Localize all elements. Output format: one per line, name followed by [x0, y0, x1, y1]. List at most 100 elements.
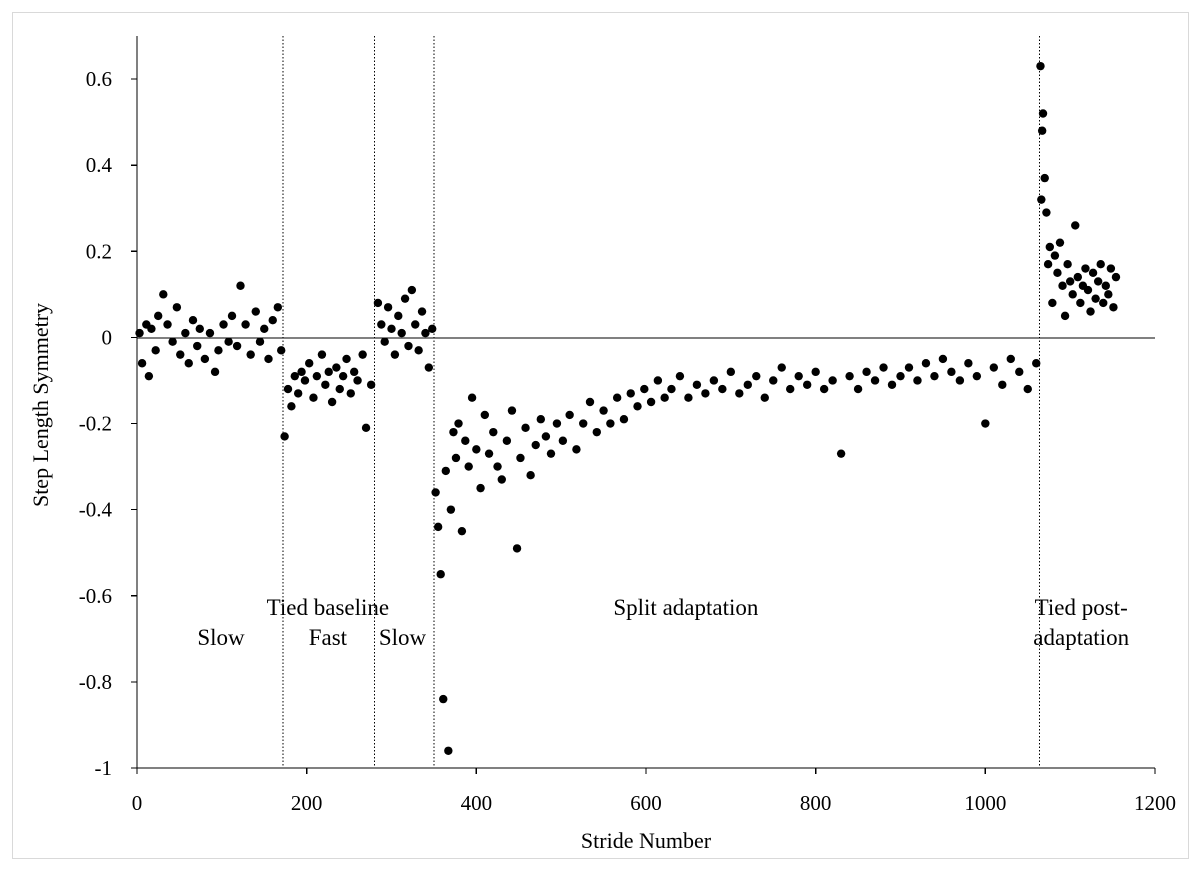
- data-point: [309, 393, 318, 402]
- data-point: [1040, 173, 1049, 183]
- data-point: [484, 449, 494, 458]
- data-point: [1053, 268, 1062, 278]
- data-point: [541, 432, 551, 441]
- data-point: [760, 393, 769, 402]
- data-point: [214, 346, 223, 355]
- data-point: [1111, 272, 1121, 282]
- data-point: [361, 423, 371, 433]
- data-point: [383, 303, 393, 312]
- data-point: [446, 505, 456, 514]
- phase-boundaries: [282, 36, 1041, 768]
- data-point: [176, 350, 185, 359]
- data-point: [224, 337, 233, 346]
- data-point: [862, 367, 871, 377]
- data-point: [188, 315, 198, 325]
- data-point: [1104, 290, 1113, 299]
- data-point: [457, 526, 467, 536]
- y-tick-label: 0.6: [86, 67, 112, 91]
- x-tick-label: 200: [291, 791, 323, 815]
- data-point: [1060, 311, 1070, 321]
- chart-frame: [12, 12, 1189, 859]
- data-point: [684, 393, 693, 402]
- data-point: [930, 371, 939, 381]
- data-point: [290, 371, 299, 381]
- data-point: [236, 281, 245, 290]
- data-point: [870, 376, 880, 385]
- data-point: [417, 307, 427, 316]
- data-point: [300, 376, 310, 385]
- data-point: [246, 350, 255, 359]
- data-point: [454, 419, 463, 428]
- data-point: [1036, 61, 1045, 71]
- data-point: [1101, 281, 1110, 290]
- data-point: [947, 367, 956, 377]
- data-point: [168, 337, 177, 346]
- data-point: [752, 371, 761, 381]
- data-point: [342, 354, 351, 364]
- data-point: [377, 320, 386, 329]
- data-point: [964, 359, 973, 368]
- data-point: [526, 471, 535, 480]
- data-point: [592, 427, 601, 437]
- data-point: [536, 415, 546, 424]
- data-point: [836, 449, 846, 458]
- data-point: [232, 341, 242, 351]
- data-point: [497, 475, 506, 484]
- data-point: [251, 307, 260, 316]
- data-point: [335, 384, 344, 394]
- data-point: [718, 384, 727, 394]
- data-point: [317, 350, 327, 359]
- data-point: [461, 436, 470, 445]
- data-point: [828, 376, 837, 385]
- data-point: [321, 380, 330, 389]
- data-point: [433, 522, 443, 532]
- data-point: [1086, 307, 1095, 316]
- data-point: [516, 453, 525, 463]
- data-point: [147, 324, 156, 333]
- data-point: [921, 359, 931, 368]
- labels: Stride Number Step Length Symmetry: [28, 303, 712, 853]
- data-point: [743, 380, 752, 389]
- data-point: [380, 337, 389, 346]
- data-point: [1038, 109, 1048, 118]
- data-point: [633, 402, 642, 411]
- data-point: [1083, 285, 1093, 295]
- data-point: [507, 406, 517, 415]
- data-point: [1088, 268, 1098, 278]
- data-point: [572, 445, 581, 454]
- data-point: [424, 363, 434, 372]
- x-tick-label: 1000: [964, 791, 1006, 815]
- data-point: [1068, 290, 1077, 299]
- data-point: [552, 419, 562, 428]
- data-point: [273, 303, 283, 312]
- data-point: [579, 419, 588, 428]
- data-point: [210, 367, 220, 377]
- data-point: [646, 397, 656, 407]
- data-point: [531, 440, 540, 450]
- data-point: [794, 371, 803, 381]
- data-point: [709, 376, 719, 385]
- data-point: [626, 389, 635, 398]
- data-point: [421, 328, 430, 338]
- data-point: [159, 290, 168, 299]
- data-point: [493, 462, 502, 471]
- data-point: [280, 432, 289, 441]
- data-point: [332, 363, 341, 372]
- data-point: [887, 380, 897, 389]
- data-point: [1043, 260, 1053, 269]
- y-tick-label: 0.2: [86, 239, 112, 263]
- data-point: [472, 445, 481, 454]
- data-point: [293, 389, 303, 398]
- data-point: [436, 570, 445, 579]
- data-point: [1091, 294, 1100, 303]
- data-point: [366, 380, 376, 389]
- data-point: [1073, 272, 1083, 282]
- data-point: [660, 393, 669, 402]
- data-point: [1015, 367, 1024, 377]
- data-point: [287, 402, 296, 411]
- data-point: [653, 376, 663, 385]
- data-point: [464, 462, 473, 471]
- data-point: [480, 410, 490, 420]
- data-point: [606, 419, 615, 428]
